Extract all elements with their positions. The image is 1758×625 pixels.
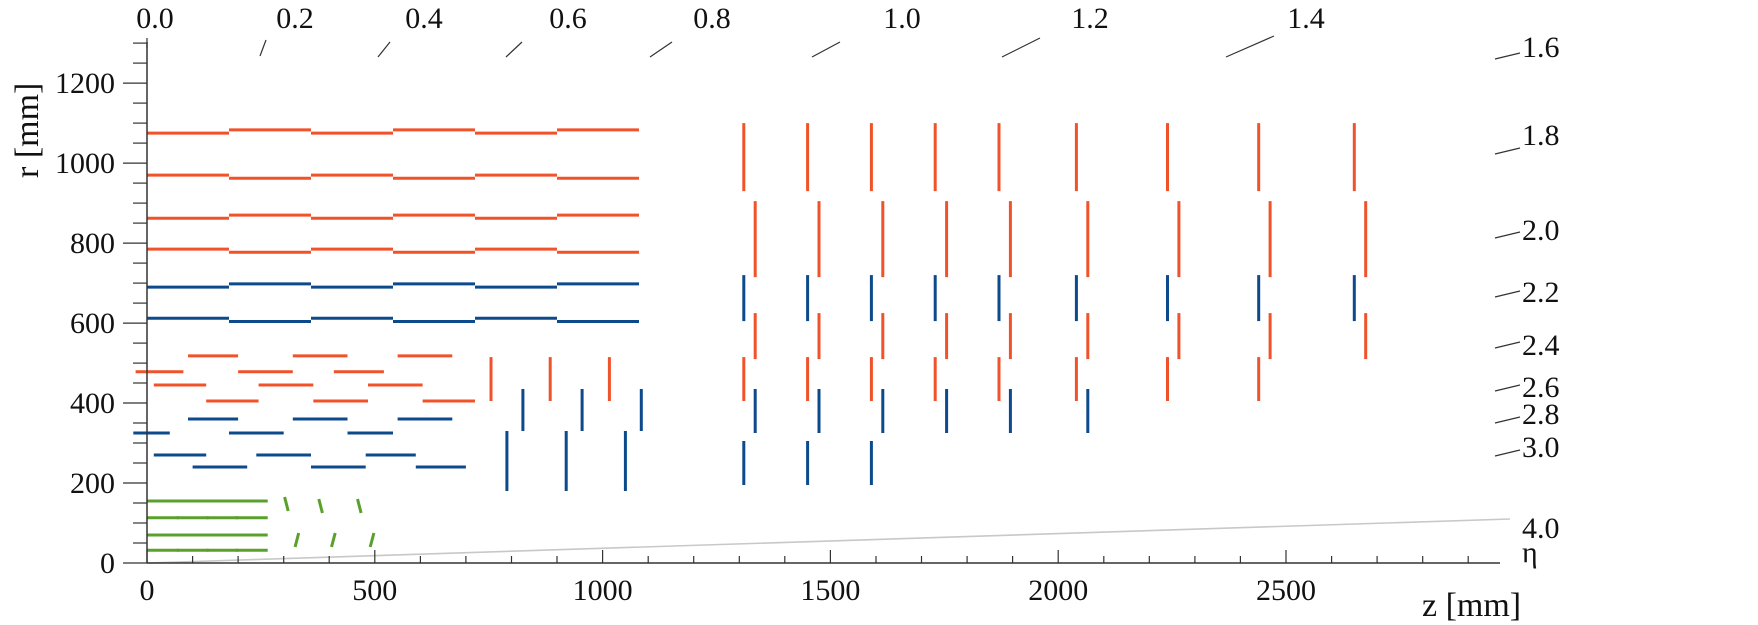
eta-right-label-2.4: 2.4 (1522, 329, 1560, 362)
eta-top-guide-1.0 (811, 41, 841, 58)
eta-right-guide-1.6 (1494, 52, 1521, 60)
eta-top-label-0.8: 0.8 (693, 2, 731, 35)
eta-right-guide-2.2 (1494, 290, 1521, 298)
eta-right-guide-2.6 (1494, 384, 1521, 392)
eta-top-guide-1.4 (1225, 35, 1275, 58)
eta-right-label-2.0: 2.0 (1522, 214, 1560, 247)
axes (146, 42, 1500, 564)
detector-modules (133, 123, 1368, 552)
y-tick-label-200: 200 (70, 467, 115, 500)
eta-right-guide-1.8 (1494, 147, 1521, 155)
eta-4-guide-line (146, 518, 1511, 564)
eta-top-label-0.0: 0.0 (136, 2, 174, 35)
eta-right-guide-2.8 (1494, 416, 1521, 424)
eta-top-label-0.2: 0.2 (276, 2, 314, 35)
eta-top-guide-0.2 (259, 39, 267, 57)
y-tick-label-600: 600 (70, 307, 115, 340)
eta-top-labels: 0.0 0.2 0.4 0.6 0.8 1.0 1.2 1.4 (136, 2, 1325, 58)
eta-right-label-1.6: 1.6 (1522, 31, 1560, 64)
y-axis-title: r [mm] (9, 83, 46, 178)
y-tick-label-400: 400 (70, 387, 115, 420)
eta-right-label-4.0: 4.0 (1522, 512, 1560, 545)
x-tick-label-1000: 1000 (573, 574, 633, 607)
x-tick-label-2000: 2000 (1028, 574, 1088, 607)
eta-right-guide-2.0 (1494, 231, 1521, 239)
eta-top-label-0.6: 0.6 (549, 2, 587, 35)
y-tick-label-1200: 1200 (55, 67, 115, 100)
eta-symbol: η (1522, 536, 1538, 569)
eta-right-guide-2.4 (1494, 341, 1521, 349)
eta-right-label-2.8: 2.8 (1522, 398, 1560, 431)
axis-ticks (123, 38, 1469, 564)
x-tick-labels: 0 500 1000 1500 2000 2500 (140, 574, 1317, 607)
y-tick-label-800: 800 (70, 227, 115, 260)
inner-tilted-module-0 (283, 496, 290, 512)
inner-tilted-module-5 (368, 532, 376, 548)
x-tick-label-1500: 1500 (800, 574, 860, 607)
eta-top-label-1.0: 1.0 (883, 2, 921, 35)
inner-tilted-module-3 (330, 532, 337, 548)
y-tick-label-1000: 1000 (55, 147, 115, 180)
eta-right-label-2.6: 2.6 (1522, 371, 1560, 404)
x-tick-label-500: 500 (352, 574, 397, 607)
x-axis-title: z [mm] (1422, 587, 1521, 624)
eta-right-label-1.8: 1.8 (1522, 119, 1560, 152)
eta-right-label-3.0: 3.0 (1522, 431, 1560, 464)
eta-top-guide-0.8 (649, 41, 673, 58)
eta-top-label-1.2: 1.2 (1071, 2, 1109, 35)
inner-tilted-module-2 (317, 498, 324, 514)
eta-top-guide-1.2 (1001, 37, 1041, 58)
eta-top-guide-0.6 (505, 41, 523, 58)
eta-right-label-2.2: 2.2 (1522, 276, 1560, 309)
x-tick-label-0: 0 (140, 574, 155, 607)
eta-right-guide-3.0 (1494, 449, 1521, 457)
eta-guide-lines (146, 518, 1511, 564)
axis-labels: z [mm] r [mm] η (9, 83, 1538, 624)
inner-tilted-module-1 (293, 532, 301, 548)
y-tick-labels: 0 200 400 600 800 1000 1200 (55, 67, 115, 580)
eta-right-labels: 1.6 1.8 2.0 2.2 2.4 2.62.83.0 4.0 (1494, 31, 1560, 545)
eta-top-label-0.4: 0.4 (405, 2, 443, 35)
y-tick-label-0: 0 (100, 547, 115, 580)
eta-top-label-1.4: 1.4 (1287, 2, 1325, 35)
inner-tilted-module-4 (356, 498, 363, 514)
eta-top-guide-0.4 (377, 41, 391, 58)
x-tick-label-2500: 2500 (1256, 574, 1316, 607)
